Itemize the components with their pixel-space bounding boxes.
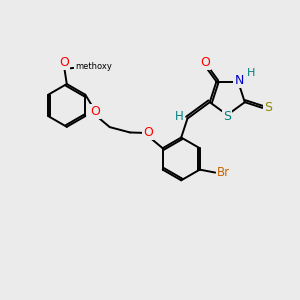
Text: H: H (175, 110, 184, 123)
Text: methoxy: methoxy (75, 62, 112, 71)
Text: O: O (143, 126, 153, 139)
Text: S: S (264, 101, 272, 114)
Text: S: S (223, 110, 231, 123)
Text: O: O (200, 56, 210, 69)
Text: O: O (59, 56, 69, 69)
Text: N: N (234, 74, 244, 87)
Text: O: O (90, 105, 100, 118)
Text: Br: Br (217, 166, 230, 179)
Text: H: H (246, 68, 255, 78)
